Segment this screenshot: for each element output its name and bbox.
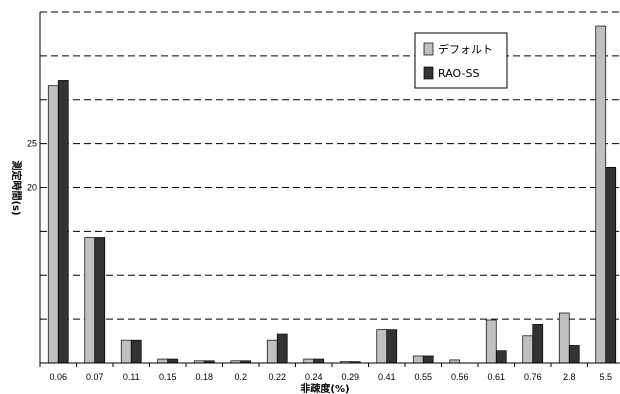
x-tick-label: 0.07 <box>86 372 104 382</box>
bar-default <box>485 319 497 364</box>
x-tick-label: 2.8 <box>563 372 576 382</box>
x-tick-label: 0.2 <box>234 372 247 382</box>
bars <box>47 25 617 364</box>
bar-rao-ss <box>495 350 507 364</box>
bar-default <box>157 358 169 364</box>
x-tick-label: 0.22 <box>268 372 286 382</box>
bar-rao-ss <box>386 329 398 364</box>
x-axis-label: 非疎度(%) <box>300 382 349 394</box>
bar-rao-ss <box>276 333 288 364</box>
legend-swatch-raoss <box>423 66 434 80</box>
x-tick-label: 0.24 <box>305 372 323 382</box>
x-tick-label: 0.61 <box>487 372 505 382</box>
bar-rao-ss <box>313 358 325 364</box>
bar-rao-ss <box>605 166 617 364</box>
y-axis-label: 測定時間(s) <box>10 160 23 215</box>
bar-default <box>412 355 424 364</box>
bar-rao-ss <box>130 339 142 364</box>
y-tick-label: 25 <box>27 139 37 149</box>
bar-default <box>84 237 96 364</box>
bar-rao-ss <box>532 324 544 364</box>
x-tick-label: 0.56 <box>451 372 469 382</box>
bar-rao-ss <box>167 358 179 364</box>
x-tick-label: 0.76 <box>524 372 542 382</box>
bar-default <box>120 339 132 364</box>
bar-default <box>595 25 607 364</box>
bar-rao-ss <box>568 345 580 364</box>
bar-default <box>522 335 534 364</box>
axes <box>39 12 620 367</box>
x-tick-label: 0.29 <box>341 372 359 382</box>
x-tick-label: 0.15 <box>159 372 177 382</box>
legend-label-raoss: RAO-SS <box>438 67 479 80</box>
bar-rao-ss <box>57 80 69 364</box>
x-tick-label: 0.18 <box>195 372 213 382</box>
y-tick-label: 20 <box>27 183 37 193</box>
x-tick-label: 0.11 <box>123 372 140 382</box>
x-tick-labels: 0.06 0.07 0.11 0.15 0.18 0.2 0.22 0.24 0.29 0.41 0… <box>49 372 612 382</box>
bar-default <box>558 312 570 364</box>
bar-default <box>266 339 278 364</box>
legend: デフォルト RAO-SS <box>414 32 508 89</box>
bar-rao-ss <box>422 355 434 364</box>
x-tick-label: 5.5 <box>599 372 612 382</box>
gridlines <box>40 11 620 320</box>
legend-label-default: デフォルト <box>438 42 493 56</box>
bar-default <box>376 329 388 364</box>
x-tick-label: 0.55 <box>414 372 432 382</box>
bar-default <box>47 85 59 364</box>
legend-swatch-default <box>423 42 434 56</box>
bar-rao-ss <box>94 237 106 364</box>
x-tick-label: 0.06 <box>49 372 67 382</box>
bar-default <box>303 358 315 364</box>
x-tick-label: 0.41 <box>378 372 396 382</box>
